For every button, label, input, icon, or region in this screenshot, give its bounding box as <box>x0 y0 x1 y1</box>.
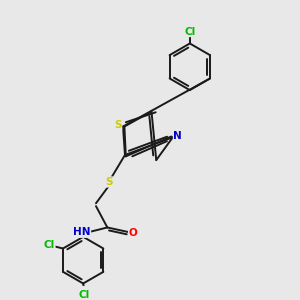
Text: HN: HN <box>73 227 91 237</box>
Text: N: N <box>173 131 182 141</box>
Text: Cl: Cl <box>79 290 90 300</box>
Text: O: O <box>129 228 137 239</box>
Text: Cl: Cl <box>44 240 55 250</box>
Text: Cl: Cl <box>184 26 195 37</box>
Text: S: S <box>114 120 122 130</box>
Text: S: S <box>105 177 112 187</box>
